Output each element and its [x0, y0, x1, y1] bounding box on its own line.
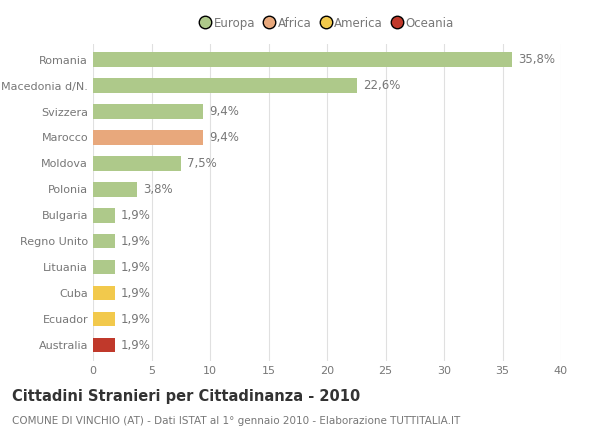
Text: 35,8%: 35,8%	[518, 53, 555, 66]
Bar	[93, 208, 115, 223]
Text: 1,9%: 1,9%	[121, 261, 151, 274]
Text: 1,9%: 1,9%	[121, 209, 151, 222]
Bar	[93, 234, 115, 249]
Text: 3,8%: 3,8%	[143, 183, 173, 196]
Text: 1,9%: 1,9%	[121, 235, 151, 248]
Bar	[93, 78, 358, 93]
Text: 22,6%: 22,6%	[363, 79, 401, 92]
Bar	[93, 286, 115, 301]
Text: 7,5%: 7,5%	[187, 157, 217, 170]
Bar	[93, 104, 203, 119]
Text: 1,9%: 1,9%	[121, 313, 151, 326]
Bar	[93, 156, 181, 171]
Legend: Europa, Africa, America, Oceania: Europa, Africa, America, Oceania	[197, 14, 457, 33]
Bar	[93, 338, 115, 352]
Text: Cittadini Stranieri per Cittadinanza - 2010: Cittadini Stranieri per Cittadinanza - 2…	[12, 389, 360, 404]
Text: 9,4%: 9,4%	[209, 131, 239, 144]
Bar	[93, 130, 203, 145]
Text: COMUNE DI VINCHIO (AT) - Dati ISTAT al 1° gennaio 2010 - Elaborazione TUTTITALIA: COMUNE DI VINCHIO (AT) - Dati ISTAT al 1…	[12, 416, 460, 426]
Bar	[93, 312, 115, 326]
Text: 1,9%: 1,9%	[121, 339, 151, 352]
Text: 1,9%: 1,9%	[121, 287, 151, 300]
Bar	[93, 260, 115, 275]
Text: 9,4%: 9,4%	[209, 105, 239, 118]
Bar	[93, 52, 512, 67]
Bar	[93, 182, 137, 197]
